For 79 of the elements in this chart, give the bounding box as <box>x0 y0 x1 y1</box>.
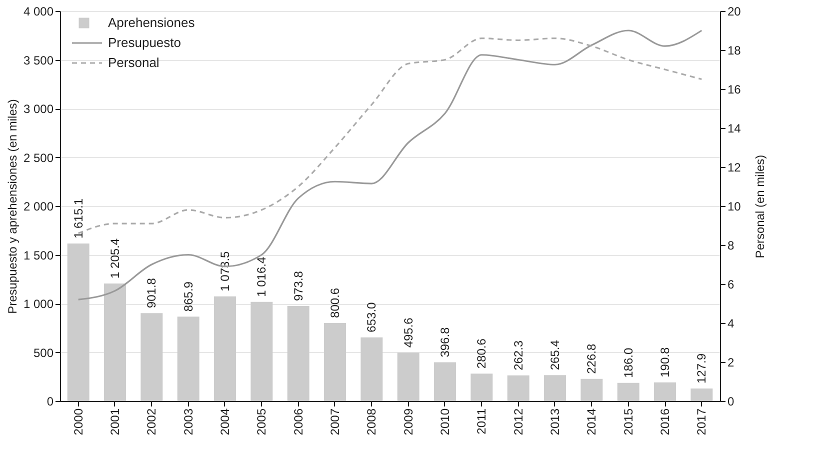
y2-tick-label: 0 <box>728 394 734 408</box>
data-label: 396.8 <box>438 326 452 358</box>
bar <box>470 374 493 401</box>
bar <box>177 316 200 401</box>
y2-tick-label: 8 <box>728 238 734 252</box>
y-tick-label: 500 <box>33 346 54 360</box>
y2-tick-label: 12 <box>728 160 742 174</box>
data-label: 901.8 <box>144 278 159 308</box>
x-tick-label: 2010 <box>438 408 452 436</box>
bar <box>67 244 90 401</box>
bar <box>214 296 236 401</box>
x-tick-label: 2013 <box>548 408 562 436</box>
legend-label: Personal <box>108 55 160 70</box>
bar <box>324 322 346 401</box>
data-label: 1 615.1 <box>71 198 86 239</box>
x-tick-label: 2003 <box>181 408 196 436</box>
x-tick-label: 2000 <box>71 408 86 436</box>
y-tick-label: 2 000 <box>23 200 54 214</box>
bar <box>104 283 126 401</box>
y-tick-label: 0 <box>46 394 54 408</box>
legend-label: Presupuesto <box>108 35 181 50</box>
y2-tick-label: 6 <box>728 278 734 292</box>
bar <box>580 378 603 401</box>
y2-tick-label: 20 <box>728 4 742 18</box>
bar <box>654 382 676 401</box>
data-label: 653.0 <box>364 302 379 332</box>
x-tick-label: 2011 <box>474 408 489 434</box>
bar <box>397 352 420 401</box>
data-label: 190.8 <box>658 347 672 378</box>
y2-tick-label: 10 <box>728 200 742 214</box>
data-label: 1 205.4 <box>108 238 122 278</box>
bar <box>507 375 530 401</box>
y-tick-label: 4 000 <box>23 4 54 18</box>
x-tick-label: 2004 <box>218 408 232 436</box>
data-label: 265.4 <box>548 340 562 370</box>
y-tick-label: 3 000 <box>23 102 54 116</box>
data-label: 262.3 <box>511 340 526 370</box>
y2-tick-label: 18 <box>728 44 742 58</box>
data-label: 973.8 <box>291 270 306 302</box>
x-tick-label: 2007 <box>328 408 342 436</box>
data-label: 800.6 <box>328 288 342 318</box>
x-tick-label: 2002 <box>144 408 159 436</box>
y-tick-label: 3 500 <box>23 53 54 68</box>
x-tick-label: 2017 <box>694 408 709 436</box>
bar <box>140 313 163 401</box>
data-label: 226.8 <box>584 344 599 374</box>
x-tick-label: 2001 <box>108 408 122 436</box>
x-tick-label: 2014 <box>584 408 599 436</box>
x-tick-label: 2005 <box>254 408 269 436</box>
y-tick-label: 2 500 <box>23 150 54 165</box>
y2-tick-label: 4 <box>728 316 734 330</box>
y2-tick-label: 2 <box>728 356 734 370</box>
bar <box>434 362 456 401</box>
legend-label: Aprehensiones <box>108 15 196 30</box>
data-label: 865.9 <box>181 281 196 312</box>
y2-tick-label: 14 <box>728 122 742 136</box>
y2-tick-label: 16 <box>728 82 742 96</box>
x-tick-label: 2008 <box>364 408 379 436</box>
data-label: 186.0 <box>621 348 636 378</box>
bar <box>544 375 566 401</box>
bar <box>250 302 273 401</box>
data-label: 127.9 <box>694 353 709 384</box>
bar <box>287 306 310 401</box>
x-tick-label: 2009 <box>401 408 416 436</box>
bar <box>690 388 713 401</box>
y-tick-label: 1 000 <box>23 297 54 311</box>
x-tick-label: 2006 <box>291 408 306 436</box>
data-label: 1 016.4 <box>254 256 269 297</box>
y2-axis-title: Personal (en miles) <box>752 154 767 258</box>
data-label: 495.6 <box>401 317 416 348</box>
data-label: 1 073.5 <box>218 250 232 292</box>
x-tick-label: 2015 <box>621 408 636 436</box>
x-tick-label: 2016 <box>658 408 672 436</box>
data-label: 280.6 <box>474 338 489 369</box>
x-tick-label: 2012 <box>511 408 526 436</box>
bar <box>360 337 383 401</box>
y-tick-label: 1 500 <box>23 248 54 262</box>
y-axis-title: Presupuesto y aprehensiones (en miles) <box>5 99 20 314</box>
bar <box>617 382 640 401</box>
